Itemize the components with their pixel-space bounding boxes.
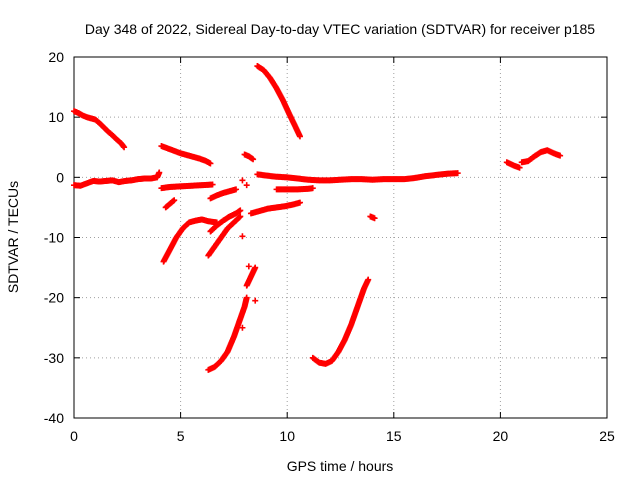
- plot-frame: [73, 56, 608, 419]
- data-point: [171, 197, 178, 204]
- data-point: [239, 324, 246, 331]
- series-arc-a: [71, 108, 128, 151]
- series-arc-e: [160, 216, 220, 265]
- data-point: [296, 133, 303, 140]
- x-tick-label: 10: [279, 428, 295, 444]
- series-arc-b: [71, 169, 163, 189]
- data-point: [296, 199, 303, 206]
- series-arc-s: [503, 159, 523, 171]
- data-point: [243, 294, 250, 301]
- grid: [74, 57, 607, 418]
- data-point: [250, 156, 257, 163]
- data-point: [516, 164, 523, 171]
- x-tick-label: 5: [177, 428, 185, 444]
- data-point: [252, 264, 259, 271]
- y-tick-label: -10: [44, 230, 64, 246]
- y-tick-label: 0: [56, 169, 64, 185]
- data-point: [239, 177, 246, 184]
- series-arc-p: [273, 185, 316, 193]
- data-point: [252, 297, 259, 304]
- series-arc-i: [207, 186, 240, 202]
- series-arc-j: [205, 294, 250, 373]
- data-point: [207, 160, 214, 167]
- series-arc-r: [367, 213, 378, 222]
- series-arc-m: [254, 63, 303, 140]
- series-arc-d: [158, 181, 216, 192]
- series-arc-q: [309, 276, 372, 367]
- y-tick-label: -30: [44, 350, 64, 366]
- x-tick-label: 15: [386, 428, 402, 444]
- data-point: [237, 207, 244, 214]
- series-arc-t: [518, 147, 564, 166]
- data-point: [245, 263, 252, 270]
- y-tick-label: -40: [44, 410, 64, 426]
- series-arc-k: [243, 264, 259, 289]
- chart-title: Day 348 of 2022, Sidereal Day-to-day VTE…: [85, 21, 595, 37]
- x-tick-label: 25: [599, 428, 615, 444]
- data-point: [309, 185, 316, 192]
- data-point: [237, 213, 244, 220]
- series-arc-c: [158, 143, 214, 167]
- series-arc-f: [162, 197, 178, 211]
- series-arc-g: [205, 213, 244, 259]
- y-axis-label: SDTVAR / TECUs: [5, 181, 21, 293]
- y-tick-label: 20: [48, 49, 64, 65]
- data-point: [233, 186, 240, 193]
- data-points: [71, 63, 564, 373]
- y-tick-label: 10: [48, 109, 64, 125]
- data-point: [121, 144, 128, 151]
- data-point: [365, 276, 372, 283]
- data-point: [557, 152, 564, 159]
- data-point: [454, 170, 461, 177]
- series-isolated: [239, 177, 259, 331]
- x-axis-label: GPS time / hours: [287, 458, 394, 474]
- series-arc-l: [241, 151, 257, 163]
- data-point: [156, 169, 163, 176]
- data-point: [243, 182, 250, 189]
- axis-ticks: 0 5 10 15 20 25 -40 -30 -20 -10 0 10 20: [44, 49, 615, 444]
- series-arc-n: [254, 170, 461, 184]
- series-arc-h: [207, 207, 244, 235]
- x-tick-label: 20: [493, 428, 509, 444]
- data-point: [209, 181, 216, 188]
- y-tick-label: -20: [44, 290, 64, 306]
- data-point: [239, 233, 246, 240]
- x-tick-label: 0: [70, 428, 78, 444]
- series-arc-o: [247, 199, 303, 217]
- data-point: [371, 215, 378, 222]
